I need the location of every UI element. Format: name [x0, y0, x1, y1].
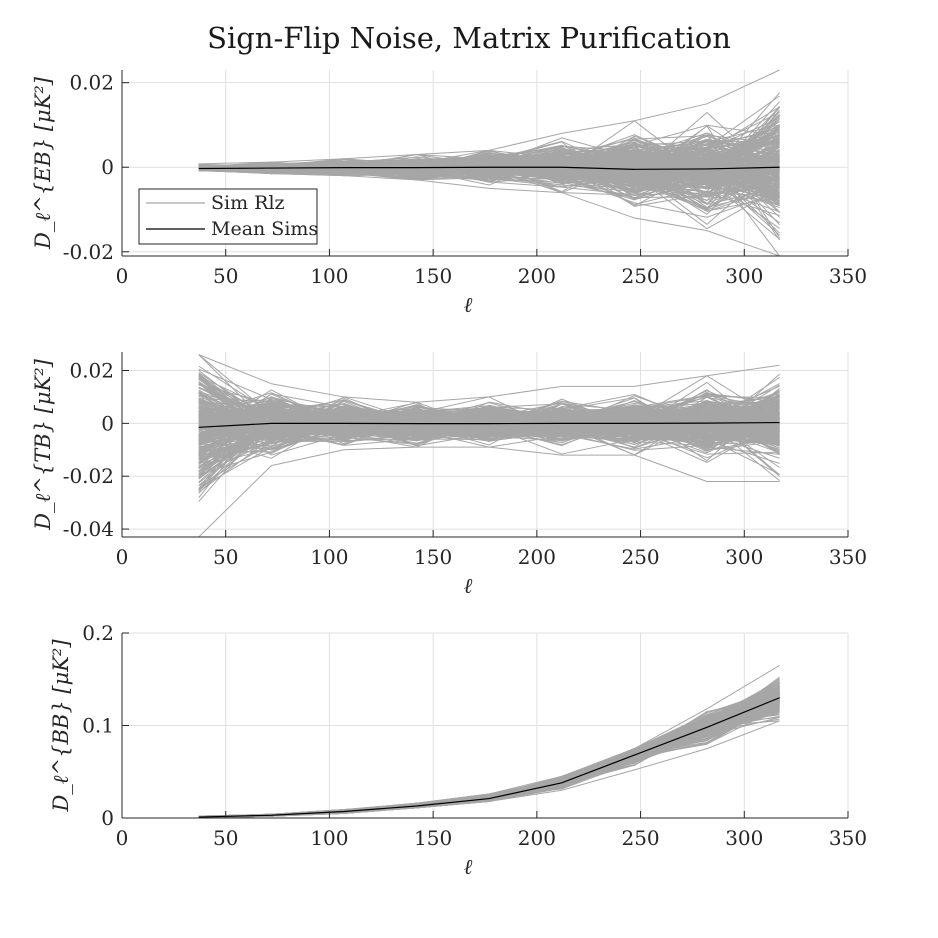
x-tick-label-tb-6: 300: [725, 545, 763, 569]
realizations-tb: [198, 354, 780, 538]
mean-line-tb: [198, 421, 780, 428]
x-tick-label-bb-2: 100: [310, 826, 348, 850]
realization-line-tb: [198, 389, 780, 440]
realization-line-tb: [198, 402, 780, 478]
realization-line-tb: [198, 399, 780, 442]
x-axis-label-tb: ℓ: [464, 574, 473, 598]
x-tick-label-bb-7: 350: [829, 826, 867, 850]
panel-bb: 0 50 100 150 200 250 300 350 0 0.1 0.2 ℓ D_ℓ^{BB} [μ…: [49, 621, 867, 879]
x-tick-label-bb-6: 300: [725, 826, 763, 850]
y-tick-label-tb-2: 0: [101, 411, 114, 435]
y-tick-label-eb-2: 0.02: [69, 71, 114, 95]
x-tick-label-tb-5: 250: [621, 545, 659, 569]
x-axis-label-bb: ℓ: [464, 855, 473, 879]
mean-line-bb: [198, 697, 780, 818]
realization-line-tb: [198, 405, 780, 440]
x-tick-label-bb-1: 50: [213, 826, 238, 850]
x-tick-label-bb-4: 200: [518, 826, 556, 850]
panel-tb: 0 50 100 150 200 250 300 350 -0.04 -0.02 0 0.02 ℓ D_ℓ…: [31, 352, 867, 598]
realization-line-eb: [198, 125, 780, 184]
realization-line-eb: [198, 157, 780, 188]
x-tick-label-eb-0: 0: [116, 264, 129, 288]
y-tick-label-tb-3: 0.02: [69, 359, 114, 383]
y-tick-label-tb-0: -0.04: [63, 517, 114, 541]
x-axis-label-eb: ℓ: [464, 293, 473, 317]
realization-line-tb: [198, 411, 780, 430]
legend-box: [138, 188, 318, 245]
x-tick-label-tb-0: 0: [116, 545, 129, 569]
realization-line-tb: [198, 391, 780, 431]
x-tick-label-tb-7: 350: [829, 545, 867, 569]
realization-line-lower-tb: [198, 446, 780, 538]
x-tick-label-eb-6: 300: [725, 264, 763, 288]
realization-line-eb: [198, 160, 780, 210]
panel-eb: 0 50 100 150 200 250 300 350-0.0200.02ℓD_ℓ^{EB}…: [31, 69, 867, 317]
y-tick-label-eb-0: -0.02: [63, 240, 114, 264]
y-axis-label-tb: D_ℓ^{TB} [μK²]: [31, 358, 55, 530]
realization-line-tb: [198, 412, 780, 445]
x-tick-label-eb-4: 200: [518, 264, 556, 288]
realization-line-eb: [198, 138, 780, 171]
legend-label-sim-rlz: Sim Rlz: [211, 192, 285, 214]
y-tick-label-bb-1: 0.1: [82, 714, 114, 738]
y-axis-label-eb: D_ℓ^{EB} [μK²]: [31, 76, 55, 250]
y-tick-label-tb-1: -0.02: [63, 464, 114, 488]
realization-line-tb: [198, 376, 780, 443]
y-tick-label-bb-0: 0: [101, 806, 114, 830]
x-tick-label-eb-2: 100: [310, 264, 348, 288]
realization-line-tb: [198, 401, 780, 442]
mean-line-eb: [198, 166, 780, 170]
y-axis-label-bb: D_ℓ^{BB} [μK²]: [49, 639, 73, 813]
x-tick-label-bb-5: 250: [621, 826, 659, 850]
realization-line-tb: [198, 403, 780, 456]
legend-label-mean-sims: Mean Sims: [211, 218, 318, 240]
x-tick-label-eb-3: 150: [414, 264, 452, 288]
realization-line-upper-tb: [198, 354, 780, 403]
realization-line-tb: [198, 407, 780, 444]
realization-line-eb: [198, 139, 780, 175]
chart-title: Sign-Flip Noise, Matrix Purification: [207, 21, 731, 55]
x-tick-label-eb-1: 50: [213, 264, 238, 288]
x-tick-label-tb-2: 100: [310, 545, 348, 569]
x-tick-label-tb-3: 150: [414, 545, 452, 569]
realization-line-bb: [198, 699, 780, 818]
realizations-bb: [198, 664, 780, 819]
realization-line-tb: [198, 413, 780, 441]
x-tick-label-tb-4: 200: [518, 545, 556, 569]
y-tick-label-eb-1: 0: [101, 155, 114, 179]
realization-line-tb: [198, 410, 780, 441]
x-tick-label-bb-0: 0: [116, 826, 129, 850]
x-tick-label-bb-3: 150: [414, 826, 452, 850]
realization-line-bb: [198, 687, 780, 818]
legend: Sim Rlz Mean Sims: [138, 188, 318, 245]
x-tick-label-tb-1: 50: [213, 545, 238, 569]
x-tick-label-eb-7: 350: [829, 264, 867, 288]
y-tick-label-bb-2: 0.2: [82, 621, 114, 645]
x-tick-label-eb-5: 250: [621, 264, 659, 288]
